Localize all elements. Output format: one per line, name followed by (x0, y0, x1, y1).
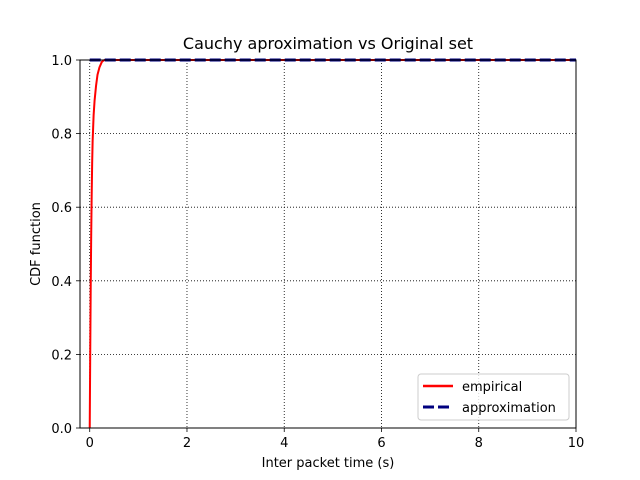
y-tick-label: 0.4 (51, 275, 72, 290)
y-tick-label: 0.0 (51, 422, 72, 437)
legend-label-approximation: approximation (462, 401, 556, 416)
legend-box (417, 373, 570, 421)
x-axis-label: Inter packet time (s) (262, 456, 395, 471)
x-tick-label: 8 (475, 436, 483, 451)
series-line-empirical (88, 59, 576, 429)
x-tick-label: 4 (280, 436, 288, 451)
plot-frame (79, 59, 577, 429)
y-tick-label: 0.6 (51, 201, 72, 216)
y-tick-label: 1.0 (51, 54, 72, 69)
x-tick-label: 0 (86, 436, 94, 451)
y-tick-label: 0.2 (51, 348, 72, 363)
x-tick-label: 6 (377, 436, 385, 451)
y-tick-label: 0.8 (51, 128, 72, 143)
x-tick-label: 2 (183, 436, 191, 451)
y-axis: 0.0 0.2 0.4 0.6 0.8 1.0 (51, 54, 80, 437)
y-axis-label: CDF function (29, 202, 44, 286)
legend: empirical approximation (417, 373, 570, 421)
chart-title: Cauchy aproximation vs Original set (183, 34, 473, 53)
x-axis: 0 2 4 6 8 10 (86, 428, 585, 451)
x-tick-label: 10 (568, 436, 585, 451)
legend-label-empirical: empirical (462, 380, 522, 395)
